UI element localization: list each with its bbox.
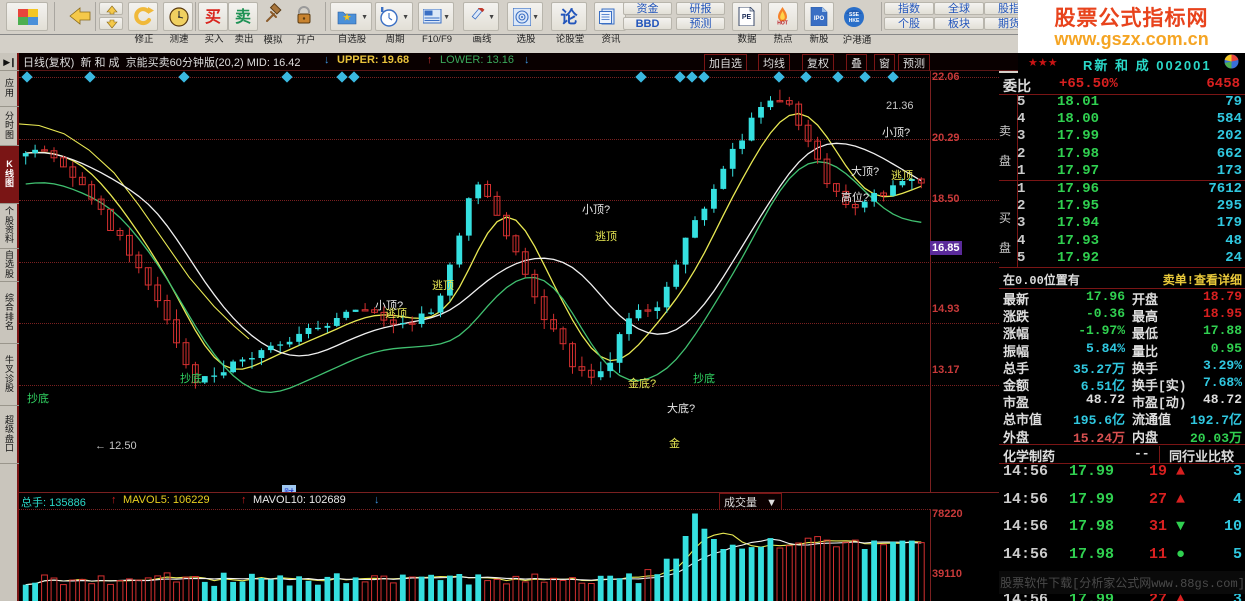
svg-text:IPO: IPO bbox=[814, 16, 825, 22]
svg-text:PE: PE bbox=[742, 14, 752, 21]
svg-text:HOT: HOT bbox=[777, 21, 788, 27]
svg-text:HKE: HKE bbox=[849, 18, 860, 24]
